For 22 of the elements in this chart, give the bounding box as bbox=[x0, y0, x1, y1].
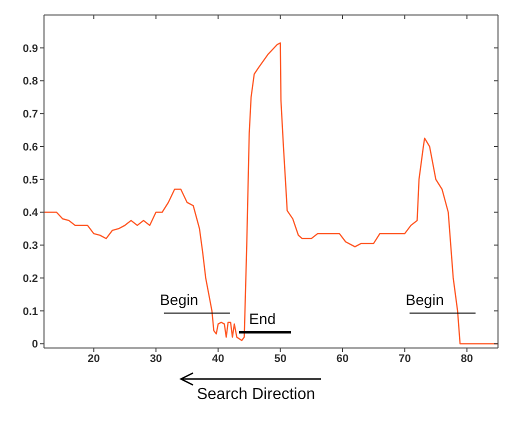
y-tick-label: 0.9 bbox=[22, 42, 38, 55]
y-tick-label: 0.7 bbox=[22, 108, 38, 121]
y-tick-label: 0.8 bbox=[22, 76, 38, 88]
line-series bbox=[44, 42, 498, 344]
x-tick-label: 50 bbox=[274, 352, 286, 365]
annotation: End bbox=[249, 311, 276, 328]
y-tick-label: 0.3 bbox=[22, 240, 38, 252]
y-tick-label: 0.4 bbox=[22, 207, 39, 220]
x-tick-label: 60 bbox=[336, 352, 349, 365]
x-tick-label: 20 bbox=[88, 352, 100, 365]
annotation: Begin bbox=[160, 292, 198, 310]
text: Search Direction bbox=[196, 386, 316, 403]
y-tick-label: 0 bbox=[32, 338, 38, 351]
annotation: Begin bbox=[406, 292, 444, 310]
y-tick-label: 0.6 bbox=[22, 141, 38, 154]
x-tick-label: 80 bbox=[460, 352, 474, 365]
x-tick-label: 30 bbox=[150, 352, 162, 365]
y-tick-label: 0.5 bbox=[22, 174, 38, 186]
y-tick-label: 0.1 bbox=[22, 306, 38, 318]
x-tick-label: 70 bbox=[398, 352, 411, 365]
x-tick-label: 40 bbox=[212, 352, 224, 365]
y-tick-label: 0.2 bbox=[22, 272, 38, 285]
